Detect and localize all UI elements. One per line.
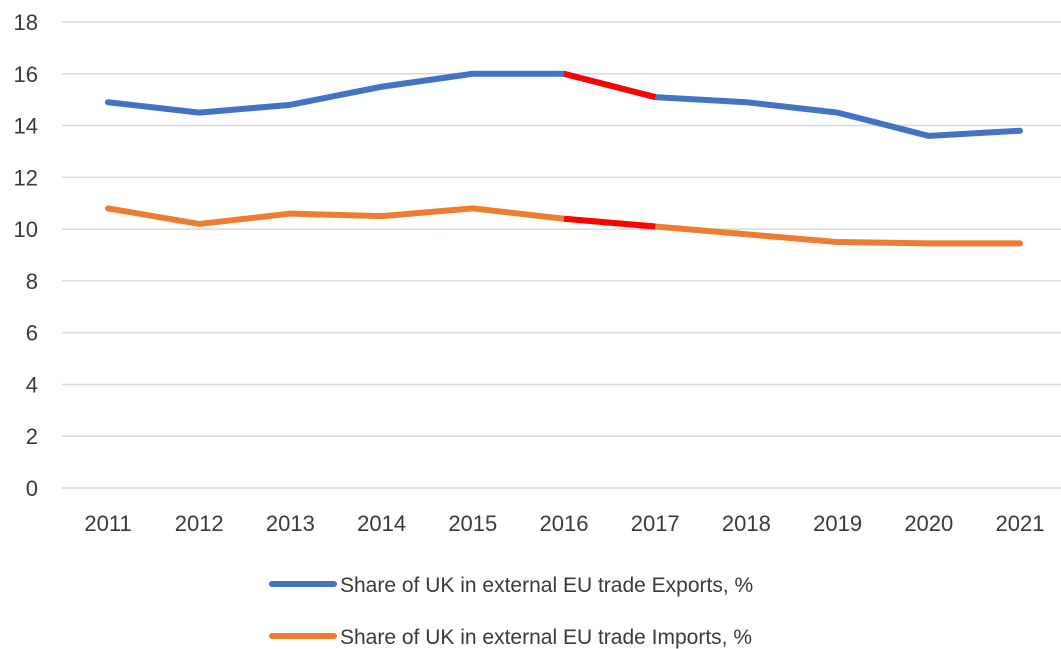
x-tick-label: 2017 [631, 511, 680, 536]
y-tick-label: 8 [26, 269, 38, 294]
highlight-segment-exports [563, 70, 656, 100]
data-point [1017, 240, 1023, 246]
y-tick-label: 18 [14, 10, 38, 35]
x-tick-label: 2018 [722, 511, 771, 536]
y-tick-label: 2 [26, 424, 38, 449]
data-point [561, 71, 567, 77]
data-point [652, 224, 658, 230]
x-tick-label: 2013 [266, 511, 315, 536]
gridlines [62, 21, 1061, 489]
x-tick-label: 2016 [540, 511, 589, 536]
x-axis: 2011 2012 2013 2014 2015 2016 2017 2018 2019 2020… [84, 511, 1044, 536]
legend-label: Share of UK in external EU trade Imports… [340, 626, 752, 649]
series-line-exports [105, 70, 1023, 139]
legend-label: Share of UK in external EU trade Exports… [340, 574, 753, 597]
data-point [926, 240, 932, 246]
y-tick-label: 12 [14, 165, 38, 190]
data-point [926, 133, 932, 139]
y-tick-label: 10 [14, 217, 38, 242]
x-tick-label: 2015 [448, 511, 497, 536]
data-point [196, 110, 202, 116]
data-point [835, 110, 841, 116]
data-point [743, 99, 749, 105]
series-lines [105, 70, 1023, 247]
highlight-segment-imports [563, 215, 656, 230]
y-tick-label: 14 [14, 114, 38, 139]
data-point [287, 102, 293, 108]
data-point [470, 205, 476, 211]
data-point [1017, 128, 1023, 134]
data-point [287, 211, 293, 217]
legend: Share of UK in external EU trade Exports… [269, 574, 753, 649]
x-tick-label: 2021 [996, 511, 1045, 536]
y-axis: 0 2 4 6 8 10 12 14 16 18 [14, 10, 38, 501]
data-point [105, 205, 111, 211]
x-tick-label: 2019 [813, 511, 862, 536]
data-point [652, 94, 658, 100]
data-point [561, 216, 567, 222]
data-point [470, 71, 476, 77]
y-tick-label: 6 [26, 321, 38, 346]
x-tick-label: 2014 [357, 511, 406, 536]
x-tick-label: 2020 [904, 511, 953, 536]
y-tick-label: 16 [14, 62, 38, 87]
y-tick-label: 0 [26, 476, 38, 501]
y-tick-label: 4 [26, 372, 38, 397]
data-point [743, 231, 749, 237]
data-point [379, 213, 385, 219]
x-tick-label: 2012 [175, 511, 224, 536]
data-point [379, 84, 385, 90]
data-point [835, 239, 841, 245]
series-line-imports [105, 205, 1023, 247]
x-tick-label: 2011 [84, 511, 131, 536]
data-point [196, 221, 202, 227]
data-point [105, 99, 111, 105]
